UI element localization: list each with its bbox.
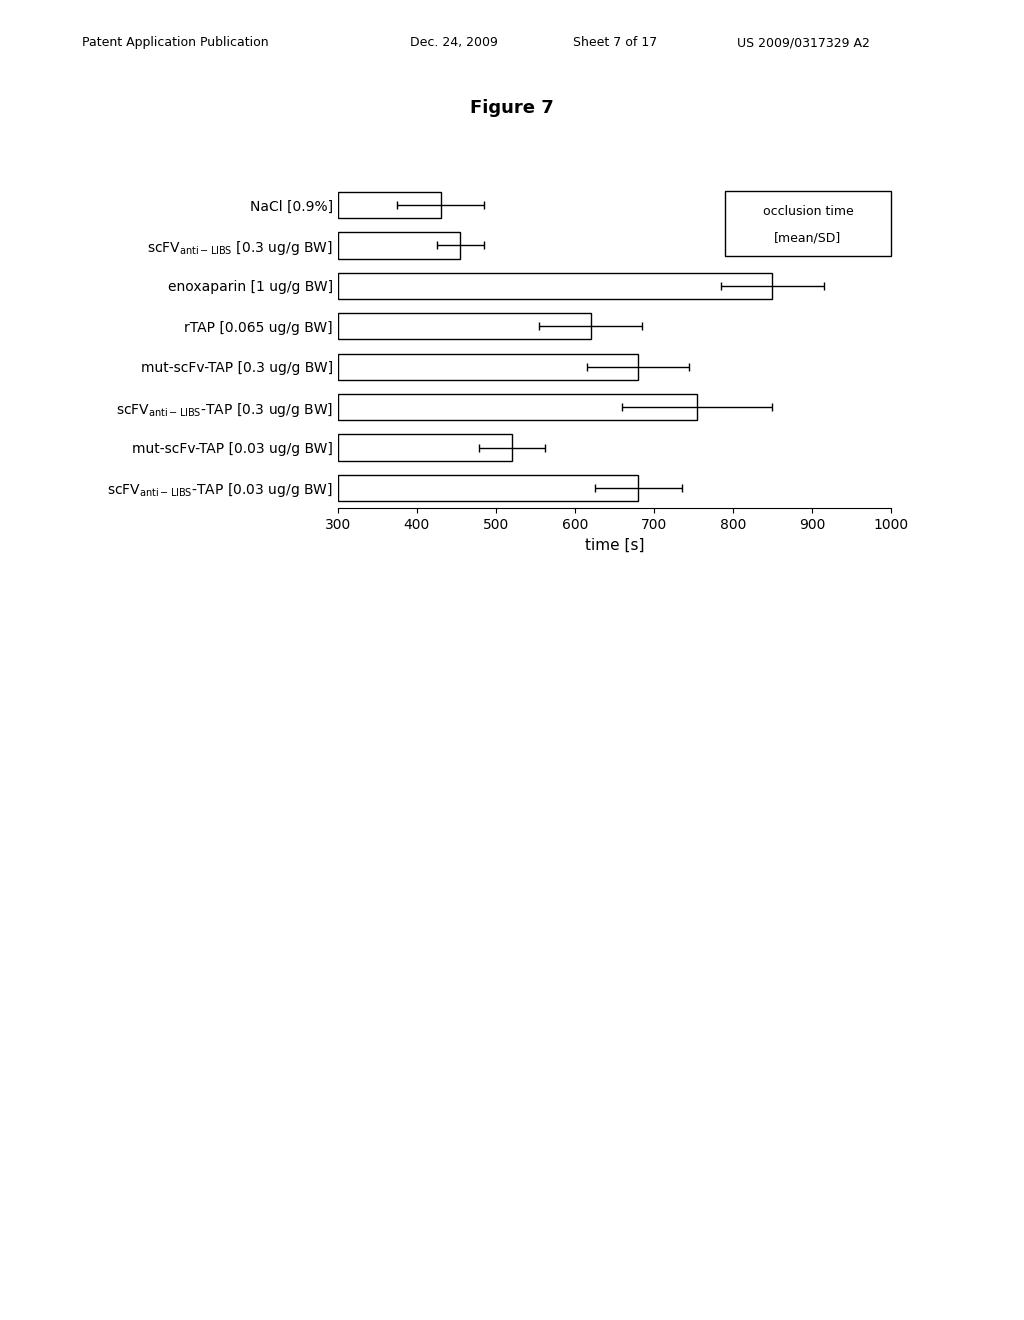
Bar (338, 273, 772, 300)
Text: Dec. 24, 2009: Dec. 24, 2009 (410, 36, 498, 49)
X-axis label: time [s]: time [s] (585, 537, 644, 553)
Text: Sheet 7 of 17: Sheet 7 of 17 (573, 36, 657, 49)
Bar (338, 475, 638, 502)
Text: occlusion time: occlusion time (763, 206, 853, 219)
Bar (338, 313, 591, 339)
Bar (338, 393, 697, 420)
Text: US 2009/0317329 A2: US 2009/0317329 A2 (737, 36, 870, 49)
Bar (338, 354, 638, 380)
Text: Patent Application Publication: Patent Application Publication (82, 36, 268, 49)
Bar (338, 434, 512, 461)
Text: [mean/SD]: [mean/SD] (774, 231, 842, 244)
Bar (338, 232, 461, 259)
Text: Figure 7: Figure 7 (470, 99, 554, 117)
FancyBboxPatch shape (725, 191, 891, 256)
Bar (338, 191, 440, 218)
